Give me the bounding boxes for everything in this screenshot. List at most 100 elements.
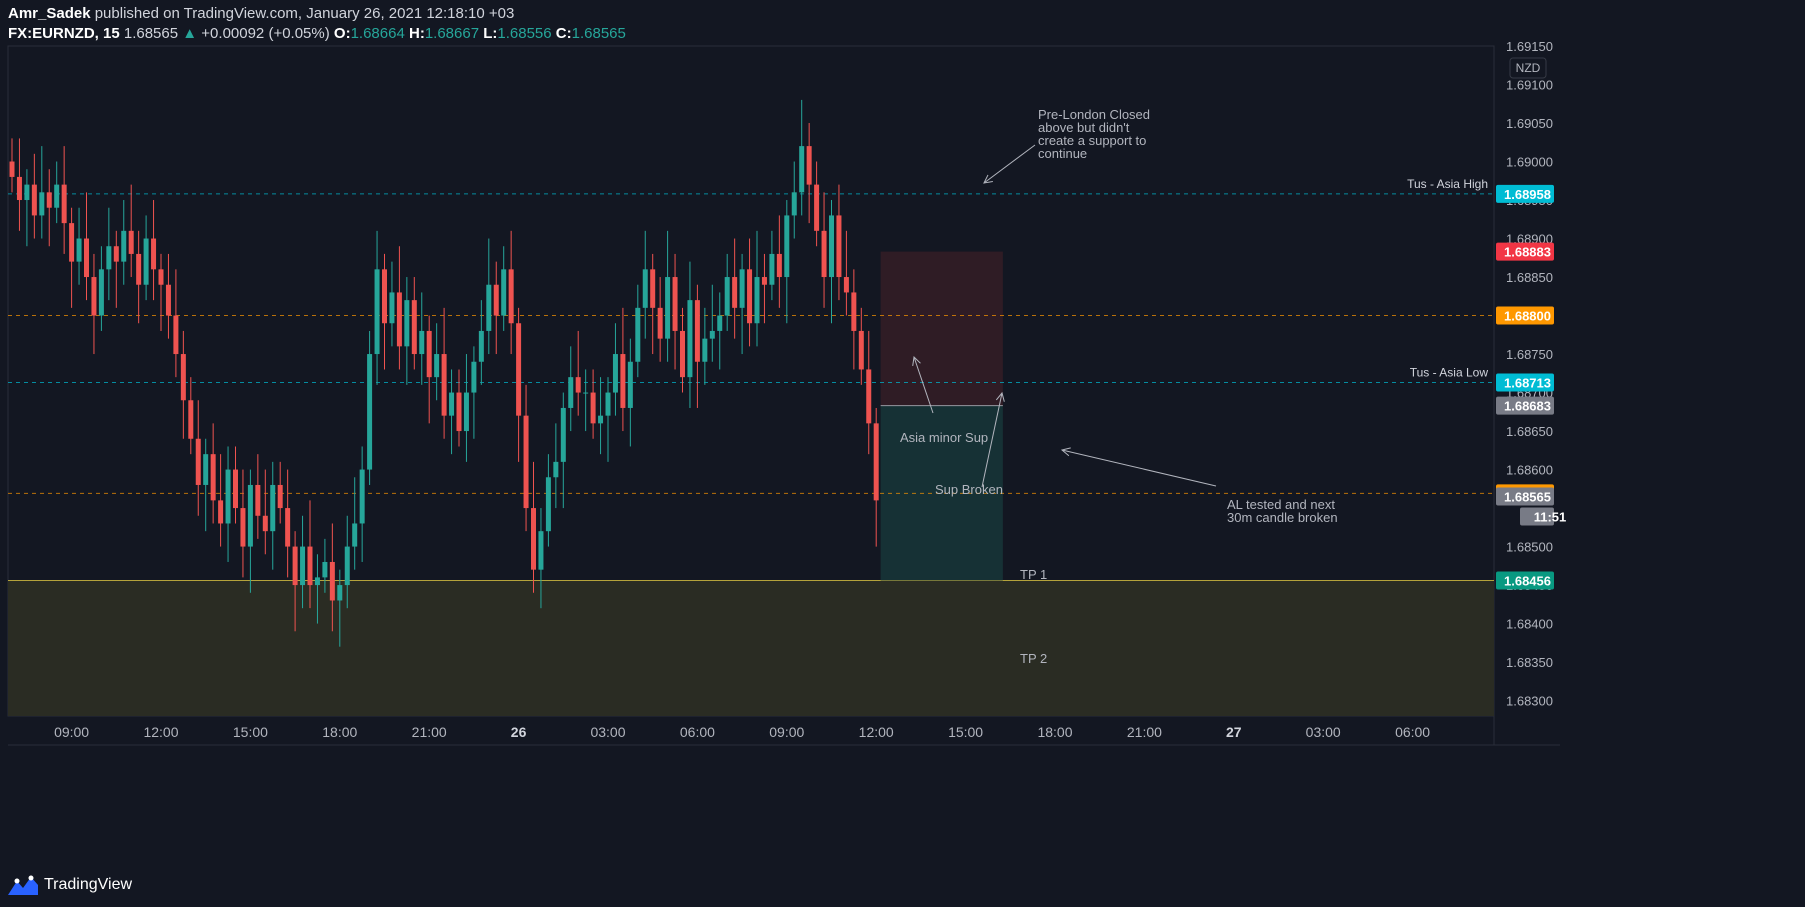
candle-body[interactable] [806,146,812,185]
candle-body[interactable] [76,238,82,262]
candle-body[interactable] [829,215,834,278]
stop-loss-zone[interactable] [880,251,1003,406]
candle-body[interactable] [329,561,335,601]
candle-body[interactable] [791,192,797,216]
candle-body[interactable] [247,484,253,547]
candle-body[interactable] [605,392,611,416]
candle-body[interactable] [39,192,45,216]
candle-body[interactable] [717,315,723,331]
candle-body[interactable] [121,230,127,262]
level-badge-0[interactable] [1496,184,1554,203]
candle-body[interactable] [54,184,60,208]
candle-body[interactable] [285,508,291,547]
candle-body[interactable] [84,238,89,278]
candle-body[interactable] [277,484,283,509]
candle-body[interactable] [866,369,872,424]
candle-body[interactable] [382,269,387,324]
tradingview-footer[interactable]: TradingView [8,872,132,898]
candle-body[interactable] [702,338,708,362]
candle-body[interactable] [545,477,551,532]
candle-body[interactable] [724,277,730,316]
candle-body[interactable] [635,307,641,362]
candle-body[interactable] [9,161,15,177]
candle-body[interactable] [754,277,760,324]
candle-body[interactable] [292,546,298,586]
candle-body[interactable] [46,192,52,208]
price-badge-1[interactable] [1496,396,1554,415]
candle-body[interactable] [352,523,358,547]
candle-body[interactable] [799,146,805,193]
candle-body[interactable] [396,292,402,347]
candle-body[interactable] [568,377,574,408]
candle-body[interactable] [747,269,753,324]
candle-body[interactable] [113,246,119,262]
candle-body[interactable] [210,454,216,501]
candle-body[interactable] [642,269,648,308]
candle-body[interactable] [337,585,343,601]
candle-body[interactable] [61,184,67,224]
candle-body[interactable] [69,223,75,262]
candle-body[interactable] [404,300,410,347]
candle-body[interactable] [359,469,365,524]
pre-london-arrow[interactable] [983,144,1036,184]
candle-body[interactable] [300,546,306,586]
candle-body[interactable] [203,454,209,485]
candle-body[interactable] [91,277,97,316]
candle-body[interactable] [173,315,179,355]
level-badge-2[interactable] [1496,373,1554,392]
candle-body[interactable] [687,300,693,378]
candle-body[interactable] [218,500,224,524]
candle-body[interactable] [590,392,596,424]
candle-body[interactable] [456,392,462,432]
candle-body[interactable] [255,484,261,516]
candle-body[interactable] [471,361,477,393]
candle-body[interactable] [627,361,633,408]
candle-body[interactable] [344,546,350,586]
candle-body[interactable] [426,330,432,378]
candle-body[interactable] [680,330,685,378]
candle-body[interactable] [262,515,268,532]
candle-body[interactable] [776,253,782,278]
candle-body[interactable] [612,354,618,393]
candle-body[interactable] [322,561,328,578]
candle-body[interactable] [225,469,231,524]
candle-body[interactable] [151,238,157,270]
candle-body[interactable] [508,269,514,324]
currency-badge[interactable] [1509,57,1547,79]
sup-broken-arrow[interactable] [981,392,1003,488]
candle-body[interactable] [240,508,246,547]
author-name[interactable]: Amr_Sadek [8,5,91,22]
candle-body[interactable] [598,415,604,424]
candle-body[interactable] [434,354,440,378]
candle-body[interactable] [538,531,544,570]
candle-body[interactable] [180,354,186,401]
candle-body[interactable] [478,330,484,362]
candle-body[interactable] [493,284,499,316]
candle-body[interactable] [516,323,522,416]
take-profit-zone[interactable] [880,405,1003,581]
candle-body[interactable] [195,438,201,485]
candle-body[interactable] [143,238,149,285]
candle-body[interactable] [523,415,529,509]
candle-body[interactable] [784,215,790,278]
level-badge-1[interactable] [1496,306,1554,325]
candle-body[interactable] [620,354,626,408]
symbol-name[interactable]: FX:EURNZD, 15 [8,25,120,42]
asia-minor-sup-arrow[interactable] [913,356,934,414]
candle-body[interactable] [814,184,820,231]
candle-body[interactable] [128,230,134,254]
candle-body[interactable] [31,184,37,216]
candle-body[interactable] [709,330,715,339]
candle-body[interactable] [270,484,276,532]
candle-body[interactable] [560,407,566,462]
candle-body[interactable] [732,277,738,308]
candle-body[interactable] [136,253,142,285]
candle-body[interactable] [531,508,536,570]
candle-body[interactable] [843,277,849,293]
al-tested-arrow[interactable] [1061,449,1217,487]
price-badge-3[interactable] [1496,571,1554,590]
candle-body[interactable] [165,284,171,316]
candle-body[interactable] [501,269,507,316]
candle-body[interactable] [16,176,22,201]
